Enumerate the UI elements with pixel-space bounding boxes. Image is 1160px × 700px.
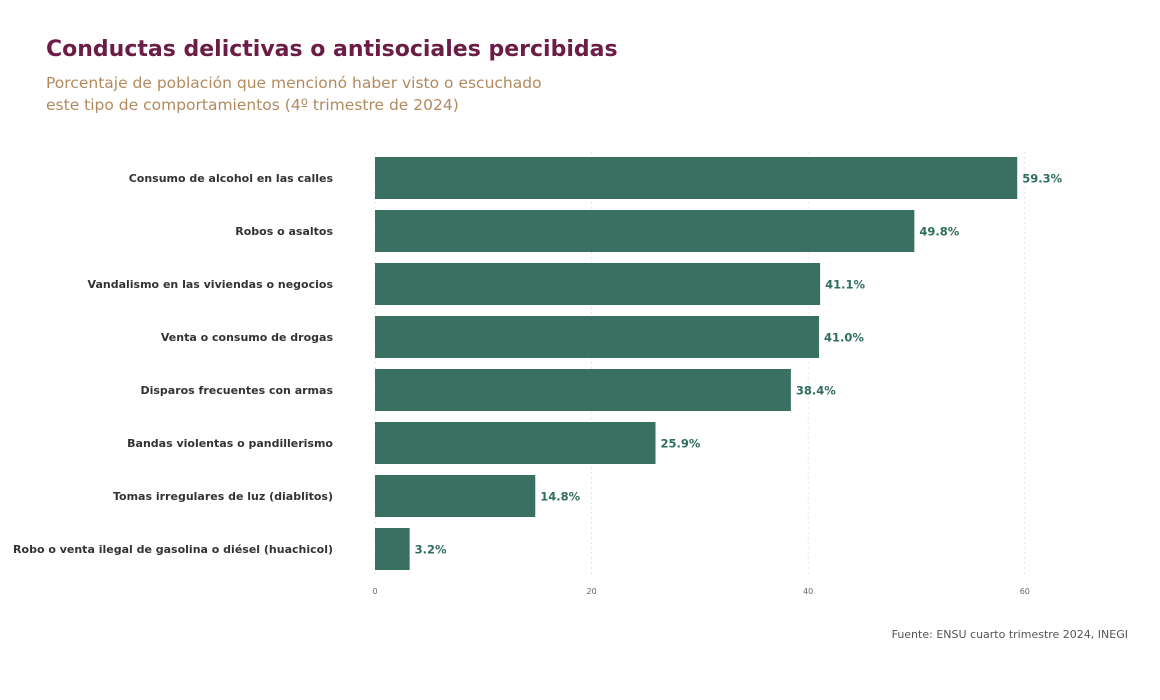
category-label-8: Robo o venta ilegal de gasolina o diésel… xyxy=(13,543,333,556)
bar-6 xyxy=(375,422,656,464)
value-label-1: 59.3% xyxy=(1022,172,1062,186)
value-labels: 59.3% 49.8% 41.1% 41.0% 38.4% 25.9% 14.8% 3.2% xyxy=(415,172,1063,557)
value-label-2: 49.8% xyxy=(919,225,959,239)
bars xyxy=(375,157,1018,570)
source-note: Fuente: ENSU cuarto trimestre 2024, INEG… xyxy=(891,628,1128,641)
value-label-6: 25.9% xyxy=(660,437,700,451)
x-tick-label-0: 0 xyxy=(372,587,377,596)
bar-4 xyxy=(375,316,820,358)
category-labels: Consumo de alcohol en las calles Robos o … xyxy=(13,172,333,556)
category-label-7: Tomas irregulares de luz (diablitos) xyxy=(113,490,333,503)
bar-8 xyxy=(375,528,410,570)
value-label-8: 3.2% xyxy=(415,543,447,557)
chart-subtitle: Porcentaje de población que mencionó hab… xyxy=(46,74,542,114)
value-label-4: 41.0% xyxy=(824,331,864,345)
bar-1 xyxy=(375,157,1018,199)
category-label-1: Consumo de alcohol en las calles xyxy=(129,172,334,185)
bar-5 xyxy=(375,369,791,411)
category-label-3: Vandalismo en las viviendas o negocios xyxy=(88,278,334,291)
category-label-2: Robos o asaltos xyxy=(235,225,333,238)
value-label-3: 41.1% xyxy=(825,278,865,292)
x-axis-ticks: 0 20 40 60 xyxy=(372,587,1029,596)
x-tick-label-20: 20 xyxy=(587,587,597,596)
category-label-4: Venta o consumo de drogas xyxy=(161,331,334,344)
bar-chart: Consumo de alcohol en las calles Robos o … xyxy=(13,152,1063,596)
chart-title: Conductas delictivas o antisociales perc… xyxy=(46,37,618,62)
x-tick-label-40: 40 xyxy=(803,587,813,596)
category-label-6: Bandas violentas o pandillerismo xyxy=(127,437,333,450)
category-label-5: Disparos frecuentes con armas xyxy=(140,384,333,397)
bar-2 xyxy=(375,210,915,252)
value-label-7: 14.8% xyxy=(540,490,580,504)
x-tick-label-60: 60 xyxy=(1020,587,1030,596)
bar-3 xyxy=(375,263,821,305)
value-label-5: 38.4% xyxy=(796,384,836,398)
bar-7 xyxy=(375,475,536,517)
